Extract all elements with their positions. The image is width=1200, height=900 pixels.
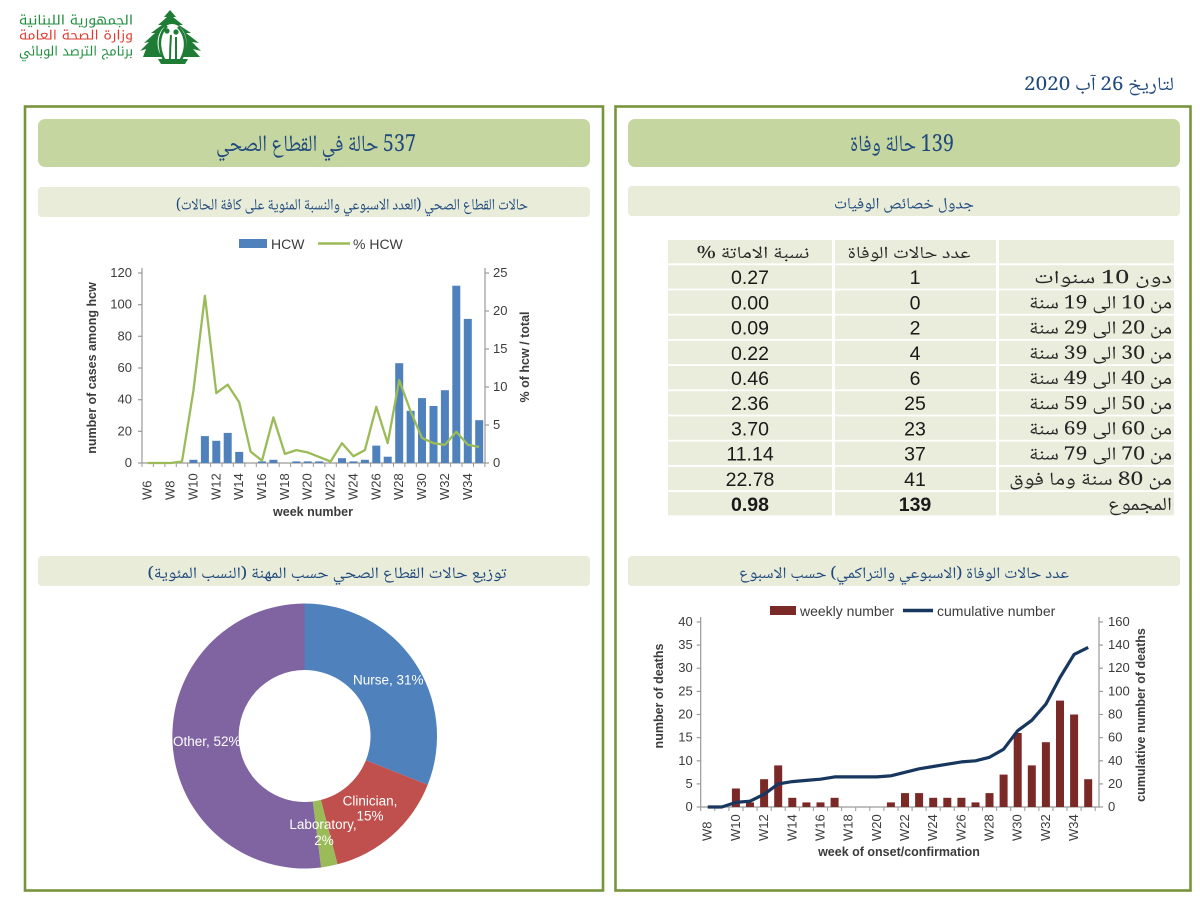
svg-text:0: 0 — [493, 455, 500, 470]
svg-text:160: 160 — [1108, 614, 1130, 629]
svg-text:20: 20 — [118, 423, 132, 438]
svg-text:W28: W28 — [982, 814, 997, 841]
svg-text:W34: W34 — [460, 473, 475, 500]
svg-text:W22: W22 — [897, 814, 912, 841]
svg-text:1: 1 — [910, 267, 921, 289]
svg-text:0.98: 0.98 — [731, 494, 769, 516]
svg-text:41: 41 — [904, 469, 926, 491]
svg-text:22.78: 22.78 — [726, 469, 775, 491]
svg-text:0: 0 — [910, 292, 921, 314]
svg-text:0.09: 0.09 — [731, 318, 769, 340]
svg-text:120: 120 — [110, 265, 132, 280]
svg-text:number of cases among hcw: number of cases among hcw — [85, 282, 99, 454]
svg-text:W16: W16 — [254, 473, 269, 500]
svg-text:20: 20 — [678, 707, 692, 722]
svg-text:25: 25 — [904, 393, 926, 415]
svg-text:80: 80 — [1108, 707, 1122, 722]
svg-text:25: 25 — [493, 265, 507, 280]
svg-text:120: 120 — [1108, 660, 1130, 675]
svg-text:25: 25 — [678, 683, 692, 698]
svg-text:0.22: 0.22 — [731, 343, 769, 365]
svg-text:Clinician,: Clinician, — [343, 794, 398, 809]
svg-text:40: 40 — [678, 614, 692, 629]
svg-text:cumulative number: cumulative number — [937, 603, 1056, 619]
svg-text:35: 35 — [678, 637, 692, 652]
svg-text:0: 0 — [685, 799, 692, 814]
svg-text:2: 2 — [910, 318, 921, 340]
svg-text:Nurse, 31%: Nurse, 31% — [353, 673, 424, 688]
svg-text:number of deaths: number of deaths — [652, 644, 666, 749]
svg-text:140: 140 — [1108, 637, 1130, 652]
svg-text:80: 80 — [118, 328, 132, 343]
svg-text:W30: W30 — [414, 473, 429, 500]
svg-text:HCW: HCW — [271, 236, 305, 252]
svg-text:W12: W12 — [756, 814, 771, 841]
svg-text:139: 139 — [899, 494, 932, 516]
svg-text:W8: W8 — [700, 822, 715, 842]
svg-text:60: 60 — [1108, 730, 1122, 745]
svg-text:W18: W18 — [841, 814, 856, 841]
svg-text:3.70: 3.70 — [731, 418, 769, 440]
svg-text:10: 10 — [493, 379, 507, 394]
svg-text:W14: W14 — [231, 473, 246, 500]
svg-text:W26: W26 — [368, 473, 383, 500]
svg-text:5: 5 — [685, 776, 692, 791]
svg-text:% HCW: % HCW — [353, 236, 404, 252]
svg-text:W32: W32 — [1038, 814, 1053, 841]
svg-text:% of hcw / total: % of hcw / total — [518, 312, 532, 403]
svg-text:Laboratory,: Laboratory, — [289, 817, 356, 832]
svg-text:W10: W10 — [728, 814, 743, 841]
svg-text:100: 100 — [1108, 683, 1130, 698]
svg-text:W20: W20 — [300, 473, 315, 500]
svg-text:Other, 52%: Other, 52% — [173, 734, 241, 749]
svg-text:W16: W16 — [813, 814, 828, 841]
svg-text:60: 60 — [118, 360, 132, 375]
svg-text:37: 37 — [904, 444, 926, 466]
svg-text:W20: W20 — [869, 814, 884, 841]
svg-text:W28: W28 — [391, 473, 406, 500]
svg-text:W24: W24 — [925, 814, 940, 841]
svg-text:W22: W22 — [323, 473, 338, 500]
svg-text:0.00: 0.00 — [731, 292, 769, 314]
svg-text:100: 100 — [110, 297, 132, 312]
svg-text:15%: 15% — [356, 809, 383, 824]
svg-text:30: 30 — [678, 660, 692, 675]
svg-text:W8: W8 — [163, 481, 178, 501]
svg-text:4: 4 — [910, 343, 921, 365]
svg-text:23: 23 — [904, 418, 926, 440]
svg-text:0: 0 — [1108, 799, 1115, 814]
svg-text:15: 15 — [678, 730, 692, 745]
svg-text:weekly number: weekly number — [799, 603, 894, 619]
svg-text:2.36: 2.36 — [731, 393, 769, 415]
svg-text:W30: W30 — [1010, 814, 1025, 841]
svg-text:W10: W10 — [185, 473, 200, 500]
svg-text:0.27: 0.27 — [731, 267, 769, 289]
svg-text:5: 5 — [493, 417, 500, 432]
svg-text:W18: W18 — [277, 473, 292, 500]
svg-text:0.46: 0.46 — [731, 368, 769, 390]
svg-text:2%: 2% — [314, 833, 334, 848]
svg-text:cumulative number of deaths: cumulative number of deaths — [1134, 628, 1148, 802]
svg-text:15: 15 — [493, 341, 507, 356]
svg-text:W26: W26 — [953, 814, 968, 841]
svg-text:W34: W34 — [1066, 814, 1081, 841]
svg-text:40: 40 — [118, 392, 132, 407]
svg-text:6: 6 — [910, 368, 921, 390]
svg-text:week number: week number — [272, 505, 353, 519]
svg-text:20: 20 — [493, 303, 507, 318]
svg-text:W12: W12 — [208, 473, 223, 500]
svg-text:W24: W24 — [346, 473, 361, 500]
svg-text:W6: W6 — [140, 481, 155, 501]
svg-text:20: 20 — [1108, 776, 1122, 791]
svg-text:40: 40 — [1108, 753, 1122, 768]
svg-text:W32: W32 — [437, 473, 452, 500]
svg-text:10: 10 — [678, 753, 692, 768]
svg-text:W14: W14 — [784, 814, 799, 841]
svg-text:week of onset/confirmation: week of onset/confirmation — [817, 845, 980, 859]
svg-text:0: 0 — [125, 455, 132, 470]
svg-text:11.14: 11.14 — [726, 444, 774, 466]
